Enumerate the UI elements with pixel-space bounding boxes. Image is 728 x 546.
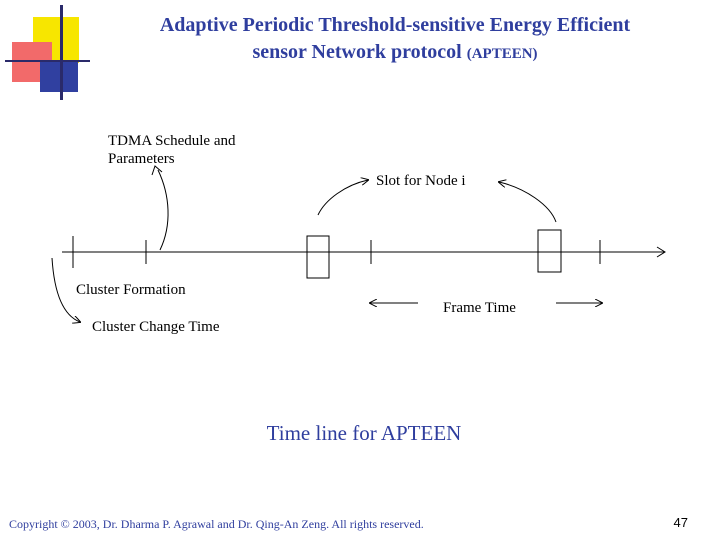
slot-box-1: [306, 235, 330, 279]
frame-time-label: Frame Time: [443, 300, 516, 316]
cluster-change-arrow: [51, 257, 80, 322]
tdma-label-line-2: Parameters: [108, 151, 175, 167]
title-line-1: Adaptive Periodic Threshold-sensitive En…: [159, 14, 631, 36]
slot-arrow-right: [499, 182, 557, 223]
cluster-formation-label: Cluster Formation: [76, 282, 186, 298]
title-acronym: (APTEEN): [466, 46, 538, 62]
deco-blue-square: [40, 62, 78, 92]
copyright-footer: Copyright © 2003, Dr. Dharma P. Agrawal …: [9, 517, 424, 531]
tdma-pointer-curve: [157, 169, 169, 251]
title-line-2: sensor Network protocol (APTEEN): [90, 39, 700, 68]
deco-horizontal-line: [5, 60, 90, 62]
page-number: 47: [673, 515, 688, 530]
slot-arrow-left: [317, 180, 368, 216]
tdma-label-line-1: TDMA Schedule and: [108, 133, 236, 149]
tdma-label: TDMA Schedule and Parameters: [108, 132, 235, 168]
diagram-caption: Time line for APTEEN: [266, 421, 462, 445]
title-protocol: sensor Network protocol: [252, 41, 462, 63]
tdma-pointer-head: [151, 165, 163, 176]
timeline-arrowhead: [656, 246, 666, 258]
slot-label: Slot for Node i: [376, 173, 466, 189]
deco-vertical-line: [60, 5, 63, 100]
cluster-change-label: Cluster Change Time: [92, 319, 220, 335]
slot-box-2: [537, 229, 562, 273]
slide-title: Adaptive Periodic Threshold-sensitive En…: [90, 12, 700, 68]
